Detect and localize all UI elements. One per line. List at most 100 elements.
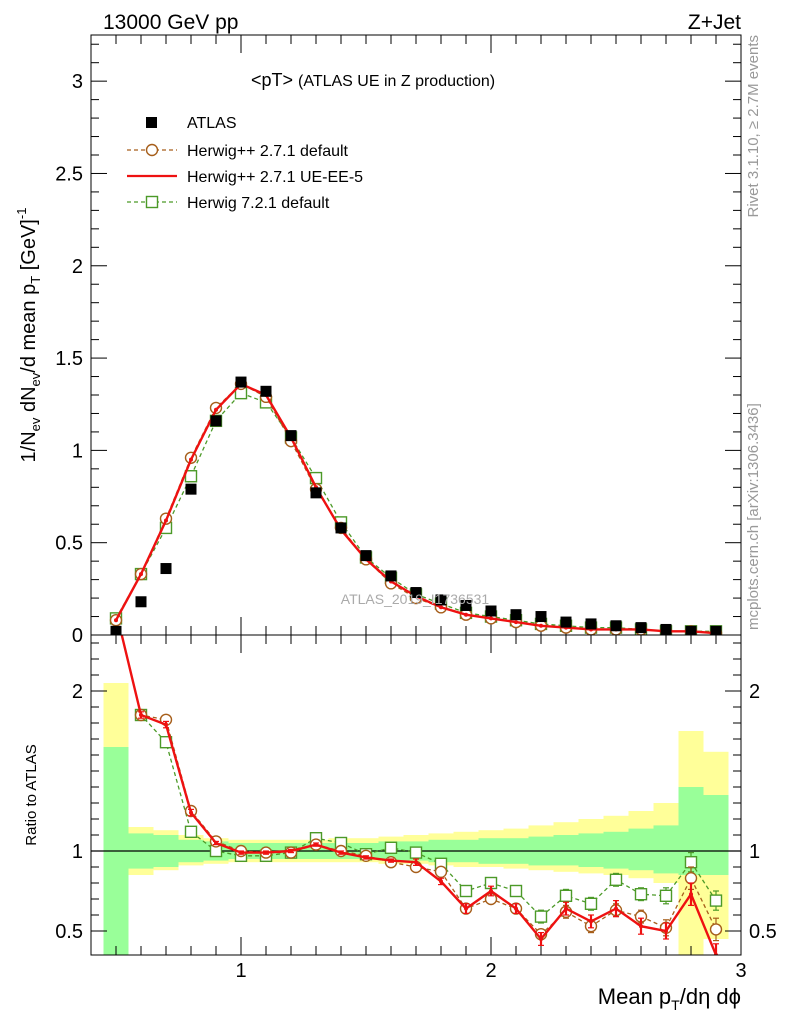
data-point-atlas (385, 570, 397, 582)
series-point-herwigpp-ueee5 (164, 722, 168, 727)
data-point-atlas (510, 609, 522, 621)
legend-marker-herwigpp-default (145, 143, 159, 157)
legend-label-herwigpp-ueee5: Herwig++ 2.7.1 UE-EE-5 (187, 169, 363, 186)
ratio-band-inner (553, 835, 579, 866)
series-point-herwigpp-ueee5 (264, 850, 268, 855)
data-point-atlas (360, 550, 372, 562)
analysis-watermark: ATLAS_2019_I1736531 (341, 591, 490, 607)
ratio-band-inner (628, 828, 654, 871)
series-point-herwig7 (384, 841, 398, 854)
series-point-herwigpp-ueee5 (189, 810, 193, 815)
series-point-herwigpp-ueee5 (139, 572, 143, 577)
series-point-herwigpp-ueee5 (339, 850, 343, 855)
process-label: Z+Jet (688, 11, 741, 34)
data-point-atlas (635, 622, 647, 634)
legend: ATLAS Herwig++ 2.7.1 default Herwig++ 2.… (127, 115, 363, 212)
data-point-atlas (160, 563, 172, 575)
data-point-atlas (135, 596, 147, 608)
series-point-herwigpp-ueee5 (489, 889, 493, 893)
series-point-herwig7 (509, 884, 523, 898)
ratio-ytick-label-right: 1 (749, 841, 760, 863)
data-point-atlas (685, 625, 697, 635)
data-point-atlas (610, 620, 622, 632)
series-point-herwigpp-ueee5 (489, 616, 493, 621)
ratio-ytick-label: 2 (72, 681, 83, 703)
series-point-herwigpp-default (434, 865, 448, 878)
legend-marker-atlas (146, 117, 157, 128)
series-point-herwigpp-ueee5 (664, 929, 668, 933)
main-ytick-label: 2.5 (55, 163, 83, 185)
series-point-herwigpp-ueee5 (439, 879, 443, 884)
data-point-atlas (460, 599, 472, 611)
energy-label: 13000 GeV pp (103, 11, 238, 34)
series-point-herwig7 (534, 910, 548, 923)
main-ytick-label: 3 (72, 71, 83, 93)
series-point-herwigpp-ueee5 (214, 841, 218, 845)
series-point-herwigpp-ueee5 (514, 906, 518, 911)
series-point-herwig7 (634, 888, 648, 901)
series-point-herwigpp-ueee5 (239, 850, 243, 855)
legend-marker-herwig7 (145, 195, 159, 209)
ratio-xtick-label: 3 (735, 960, 746, 982)
series-point-herwig7 (409, 846, 423, 859)
series-point-herwig7 (684, 856, 698, 869)
series-point-herwig7 (584, 897, 598, 910)
series-point-herwigpp-ueee5 (614, 906, 618, 911)
series-point-herwigpp-ueee5 (389, 858, 393, 863)
ratio-frame (90, 634, 742, 956)
data-point-atlas (535, 611, 547, 623)
series-point-herwig7 (559, 889, 573, 902)
ratio-panel: 1 2 30.5 0.51 12 2 (55, 635, 777, 982)
series-point-herwigpp-ueee5 (139, 713, 143, 717)
data-point-atlas (485, 605, 497, 617)
ratio-ytick-label: 1 (72, 841, 83, 863)
data-point-atlas (410, 587, 422, 599)
series-point-herwigpp-ueee5 (514, 620, 518, 625)
series-point-herwigpp-ueee5 (639, 924, 643, 929)
data-point-atlas (260, 385, 272, 397)
legend-entry-atlas: ATLAS (146, 115, 237, 132)
series-point-herwigpp-ueee5 (114, 618, 118, 623)
series-point-herwig7 (709, 894, 723, 907)
data-point-atlas (435, 594, 447, 606)
series-point-herwigpp-ueee5 (164, 518, 168, 523)
series-point-herwigpp-ueee5 (539, 937, 543, 941)
plot-title-main: <pT> (251, 70, 293, 90)
data-point-atlas (335, 522, 347, 534)
rivet-label: Rivet 3.1.10, ≥ 2.7M events (745, 35, 762, 218)
series-point-herwigpp-ueee5 (364, 855, 368, 860)
series-line-herwigpp-ueee5 (120, 635, 718, 955)
series-point-herwigpp-default (684, 872, 698, 885)
series-point-herwig7 (609, 873, 623, 886)
data-point-atlas (235, 376, 247, 388)
data-point-atlas (210, 415, 222, 427)
ratio-series-layer (120, 635, 723, 955)
mcplots-label: mcplots.cern.ch [arXiv:1306.3436] (745, 403, 762, 630)
data-point-atlas (710, 625, 722, 635)
ratio-band-inner (703, 795, 729, 875)
series-point-herwigpp-ueee5 (414, 860, 418, 865)
main-ytick-label: 1 (72, 440, 83, 462)
data-point-atlas (560, 616, 572, 628)
ratio-xtick-label: 2 (485, 960, 496, 982)
series-point-herwig7 (459, 884, 473, 898)
legend-entry-herwigpp-ueee5: Herwig++ 2.7.1 UE-EE-5 (127, 169, 363, 186)
legend-entry-herwig7: Herwig 7.2.1 default (127, 195, 330, 212)
series-point-herwigpp-ueee5 (464, 612, 468, 617)
series-line-herwigpp-default (121, 635, 717, 936)
series-point-herwigpp-ueee5 (589, 919, 593, 924)
series-point-herwigpp-ueee5 (214, 407, 218, 412)
legend-label-herwig7: Herwig 7.2.1 default (187, 195, 330, 212)
ratio-band-inner (603, 831, 629, 869)
main-ytick-label: 0.5 (55, 533, 83, 555)
ratio-ytick-label-right: 0.5 (749, 921, 777, 943)
ratio-ytick-label-right: 2 (749, 681, 760, 703)
main-ytick-label: 1.5 (55, 348, 83, 370)
ratio-band-inner (653, 825, 679, 874)
series-point-herwigpp-ueee5 (464, 906, 468, 911)
plot-title-sub: (ATLAS UE in Z production) (298, 73, 495, 90)
data-point-atlas (110, 625, 122, 635)
series-point-herwig7 (184, 470, 198, 483)
data-point-atlas (185, 483, 197, 495)
